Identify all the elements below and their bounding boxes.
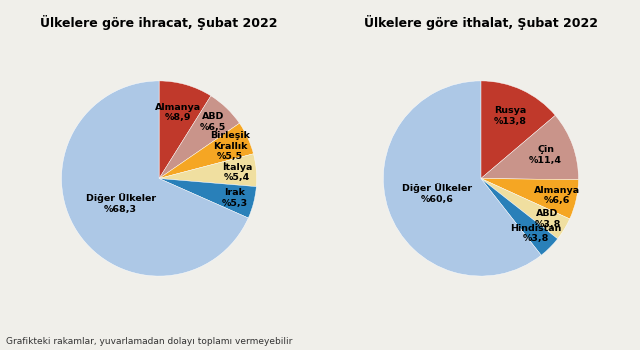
Text: İtalya
%5,4: İtalya %5,4 (221, 162, 252, 182)
Text: Rusya
%13,8: Rusya %13,8 (493, 106, 526, 126)
Text: Almanya
%6,6: Almanya %6,6 (534, 186, 580, 205)
Text: Hindistan
%3,8: Hindistan %3,8 (511, 224, 562, 243)
Title: Ülkelere göre ithalat, Şubat 2022: Ülkelere göre ithalat, Şubat 2022 (364, 15, 598, 30)
Title: Ülkelere göre ihracat, Şubat 2022: Ülkelere göre ihracat, Şubat 2022 (40, 15, 278, 30)
Text: Diğer Ülkeler
%60,6: Diğer Ülkeler %60,6 (403, 183, 472, 204)
Wedge shape (61, 81, 248, 276)
Wedge shape (481, 178, 557, 255)
Wedge shape (481, 178, 579, 219)
Wedge shape (159, 178, 257, 218)
Wedge shape (481, 116, 579, 180)
Wedge shape (481, 81, 556, 178)
Text: Birleşik
Krallık
%5,5: Birleşik Krallık %5,5 (210, 131, 250, 161)
Text: Çin
%11,4: Çin %11,4 (529, 146, 562, 165)
Text: ABD
%3,8: ABD %3,8 (534, 209, 561, 229)
Wedge shape (481, 178, 570, 239)
Wedge shape (383, 81, 541, 276)
Text: Irak
%5,3: Irak %5,3 (221, 188, 248, 208)
Wedge shape (159, 81, 211, 178)
Wedge shape (159, 96, 239, 178)
Wedge shape (159, 154, 257, 187)
Text: ABD
%6,5: ABD %6,5 (200, 112, 226, 132)
Wedge shape (159, 123, 253, 178)
Text: Diğer Ülkeler
%68,3: Diğer Ülkeler %68,3 (86, 194, 156, 214)
Text: Grafikteki rakamlar, yuvarlamadan dolayı toplamı vermeyebilir: Grafikteki rakamlar, yuvarlamadan dolayı… (6, 337, 292, 346)
Text: Almanya
%8,9: Almanya %8,9 (155, 103, 201, 122)
